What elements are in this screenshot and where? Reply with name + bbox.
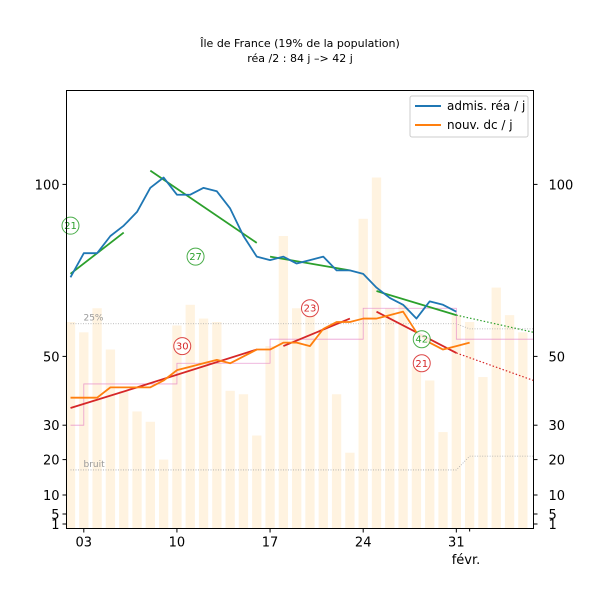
- trend-line-green: [269, 255, 351, 272]
- background-bar: [172, 325, 182, 529]
- background-bar: [105, 349, 116, 529]
- y-tick-label-right: 20: [549, 454, 566, 469]
- x-tick-label: 31: [448, 536, 465, 551]
- background-bar: [185, 304, 195, 529]
- weekly-step-line: [70, 307, 534, 426]
- x-tick-label: 24: [355, 536, 372, 551]
- y-tick-label-right: 5: [549, 508, 557, 523]
- background-bar: [198, 318, 209, 529]
- background-bar: [331, 394, 342, 529]
- series-line-dc: [70, 310, 470, 399]
- y-tick-label-right: 10: [549, 489, 566, 504]
- badge-label: 30: [176, 342, 189, 353]
- background-bar: [345, 452, 355, 529]
- background-bar: [278, 236, 289, 529]
- legend-label-rea: admis. réa / j: [447, 99, 525, 113]
- reference-line-label: 25%: [83, 314, 103, 324]
- y-tick-label-right: 30: [549, 419, 566, 434]
- y-tick-label-right: 50: [549, 350, 566, 365]
- legend-label-dc: nouv. dc / j: [447, 118, 513, 132]
- background-bar: [238, 394, 249, 529]
- background-bar: [451, 315, 461, 529]
- y-tick-label-left: 20: [43, 454, 60, 469]
- background-bar: [225, 390, 235, 529]
- y-tick-label-right: 100: [549, 178, 574, 193]
- background-bar: [292, 308, 302, 529]
- x-tick-label: 17: [262, 536, 279, 551]
- y-tick-label-left: 30: [43, 419, 60, 434]
- background-bar: [119, 390, 129, 529]
- badge-circle-red: [173, 337, 192, 356]
- badge-circle-green: [186, 247, 205, 266]
- background-bar: [92, 308, 102, 529]
- x-month-label: févr.: [452, 553, 481, 568]
- trend-line-red: [136, 348, 258, 389]
- badge-label: 42: [415, 335, 428, 346]
- reference-line: [70, 455, 534, 471]
- x-tick-label: 03: [76, 536, 93, 551]
- background-bar: [438, 432, 448, 529]
- reference-line: [70, 323, 534, 330]
- plot-area: 25% bruit 21 27 30 23 42 21: [61, 169, 534, 529]
- background-bar: [398, 304, 408, 529]
- background-bar: [265, 346, 275, 529]
- background-bar: [212, 322, 222, 529]
- background-bar: [504, 315, 515, 529]
- badge-label: 27: [189, 252, 202, 263]
- background-bar: [491, 287, 501, 529]
- y-tick-label-left: 1: [51, 518, 59, 533]
- trend-line-red: [70, 386, 138, 409]
- background-bar: [318, 328, 328, 529]
- trend-line-green: [456, 314, 534, 333]
- y-tick-label-left: 100: [35, 178, 60, 193]
- badge-circle-red: [300, 299, 319, 318]
- background-bar: [79, 332, 89, 529]
- plot-frame: [66, 90, 534, 529]
- background-bar: [411, 366, 422, 529]
- background-bar: [132, 411, 142, 529]
- y-tick-label-left: 50: [43, 350, 60, 365]
- badge-label: 21: [415, 359, 428, 370]
- y-tick-label-right: 1: [549, 518, 557, 533]
- background-bar: [358, 218, 368, 529]
- background-bar: [158, 459, 169, 529]
- background-bar: [145, 421, 155, 529]
- reference-line-label: bruit: [83, 460, 105, 470]
- badge-label: 21: [64, 221, 77, 232]
- badge-circle-green: [412, 330, 431, 349]
- background-bar: [385, 308, 395, 529]
- background-bar: [305, 311, 315, 529]
- chart-title: Île de France (19% de la population): [199, 37, 400, 50]
- y-tick-label-left: 5: [51, 508, 59, 523]
- background-bar: [464, 322, 475, 529]
- y-tick-label-left: 10: [43, 489, 60, 504]
- legend: admis. réa / j nouv. dc / j: [409, 95, 529, 138]
- background-bar: [371, 177, 382, 529]
- background-bar: [425, 380, 435, 529]
- x-tick-label: 10: [169, 536, 186, 551]
- background-bar: [252, 435, 262, 529]
- badge-label: 23: [304, 304, 317, 315]
- chart-subtitle: réa /2 : 84 j –> 42 j: [247, 52, 353, 65]
- trend-line-green: [376, 290, 457, 316]
- trend-line-red: [283, 317, 351, 347]
- badge-circle-red: [412, 354, 431, 373]
- background-bar: [478, 377, 488, 529]
- series-line-rea: [69, 176, 457, 320]
- background-bar: [518, 332, 528, 529]
